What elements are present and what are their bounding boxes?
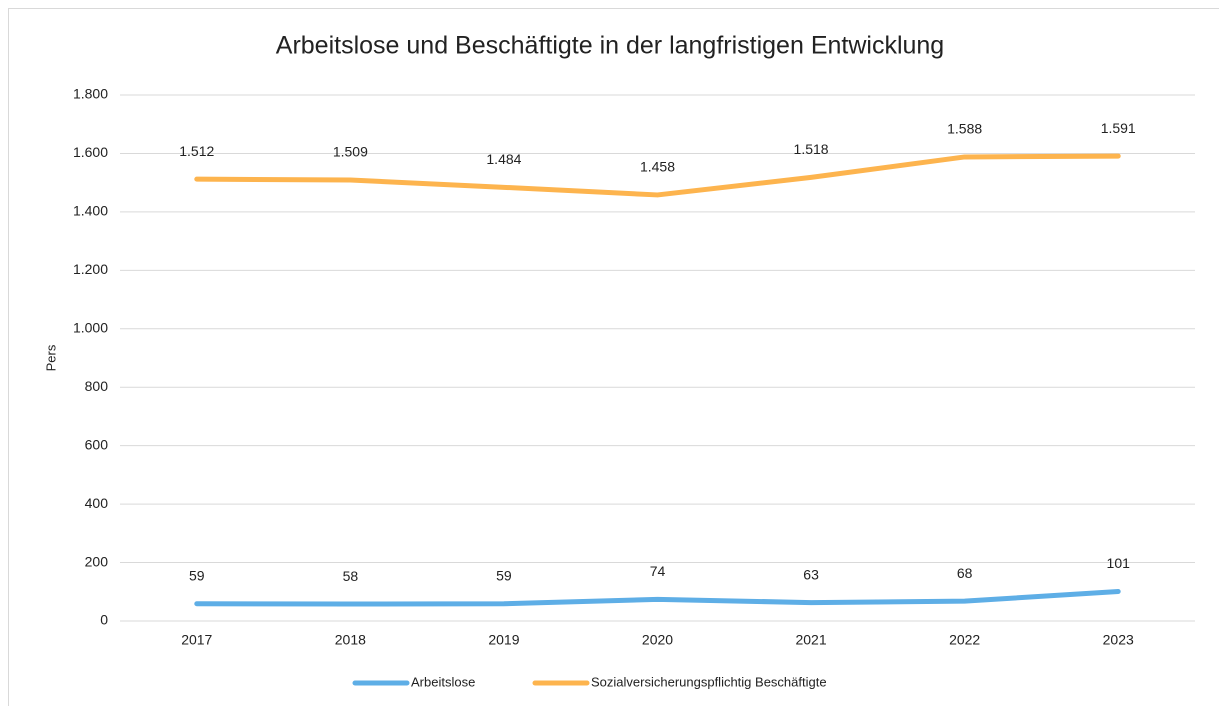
y-tick-label: 0 <box>100 612 108 628</box>
data-label: 1.458 <box>640 159 675 175</box>
x-tick-label: 2022 <box>949 632 980 648</box>
data-label: 1.588 <box>947 121 982 137</box>
y-tick-label: 1.400 <box>73 203 108 219</box>
series-line <box>194 153 1121 198</box>
y-tick-label: 200 <box>85 553 109 569</box>
y-tick-label: 1.200 <box>73 261 108 277</box>
data-label: 74 <box>650 563 666 579</box>
x-tick-label: 2018 <box>335 632 366 648</box>
data-label: 1.509 <box>333 144 368 160</box>
data-label: 68 <box>957 565 973 581</box>
chart-title: Arbeitslose und Beschäftigte in der lang… <box>276 32 944 60</box>
x-tick-label: 2019 <box>488 632 519 648</box>
y-axis-label: Pers <box>43 344 58 371</box>
data-label: 63 <box>803 566 819 582</box>
x-tick-label: 2023 <box>1103 632 1134 648</box>
y-tick-label: 800 <box>85 378 109 394</box>
chart-frame <box>8 8 1219 706</box>
data-label: 101 <box>1107 555 1131 571</box>
data-label: 1.484 <box>486 151 521 167</box>
y-tick-label: 1.000 <box>73 319 108 335</box>
data-label: 59 <box>496 567 512 583</box>
data-label: 1.591 <box>1101 120 1136 136</box>
data-label: 58 <box>343 568 359 584</box>
data-label: 59 <box>189 567 205 583</box>
y-tick-label: 1.800 <box>73 86 108 102</box>
y-tick-label: 400 <box>85 495 109 511</box>
y-tick-label: 1.600 <box>73 144 108 160</box>
data-label: 1.518 <box>794 141 829 157</box>
legend-label: Arbeitslose <box>411 674 475 689</box>
data-label: 1.512 <box>179 143 214 159</box>
legend-label: Sozialversicherungspflichtig Beschäftigt… <box>591 674 827 689</box>
x-tick-label: 2017 <box>181 632 212 648</box>
y-tick-label: 600 <box>85 436 109 452</box>
series-line <box>194 588 1121 607</box>
x-tick-label: 2020 <box>642 632 673 648</box>
x-tick-label: 2021 <box>795 632 826 648</box>
